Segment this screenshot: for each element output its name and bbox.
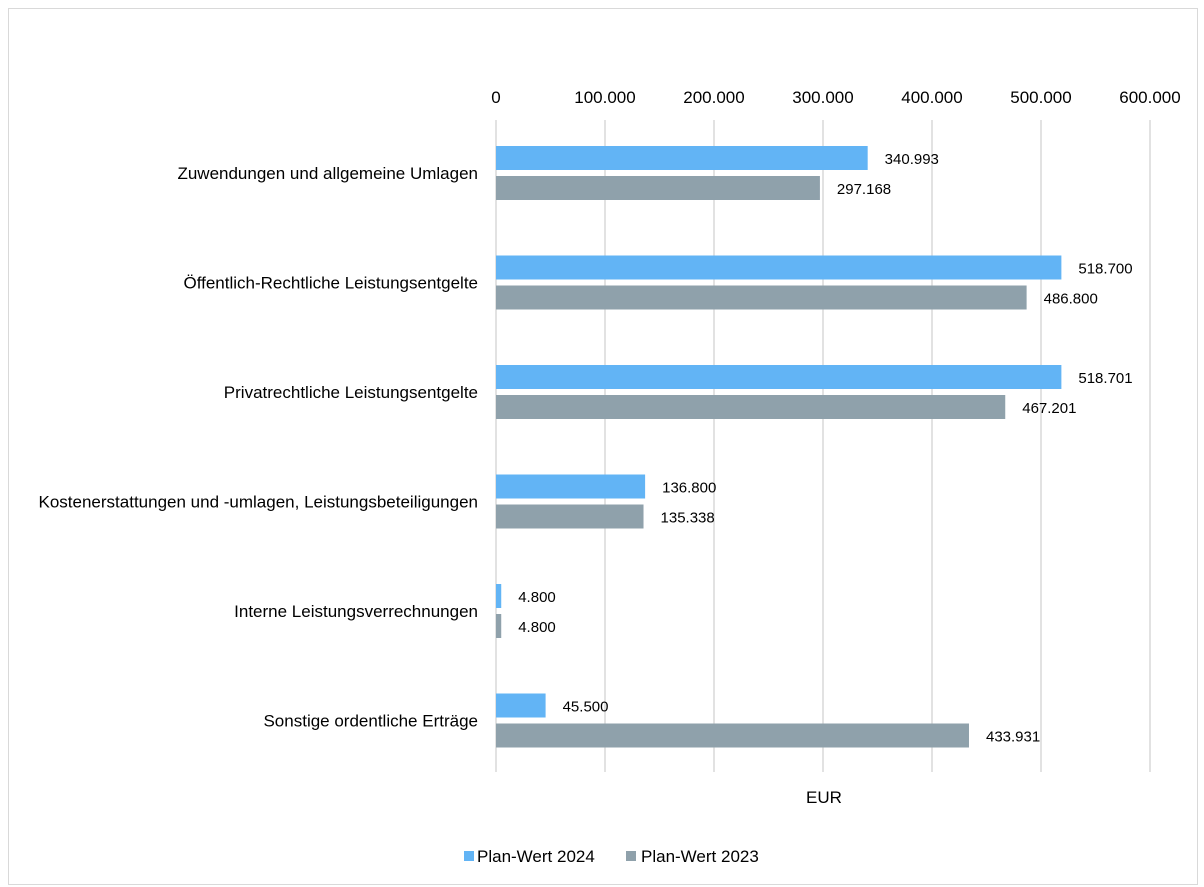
category-labels: Zuwendungen und allgemeine Umlagen Öffent… [39, 164, 479, 731]
x-tick-label: 500.000 [1010, 88, 1071, 107]
x-tick-label: 400.000 [901, 88, 962, 107]
data-label: 467.201 [1022, 400, 1076, 417]
gridlines [495, 120, 1151, 772]
data-label: 135.338 [661, 510, 715, 527]
category-label: Zuwendungen und allgemeine Umlagen [177, 164, 478, 183]
legend-swatch [464, 851, 474, 861]
category-label: Kostenerstattungen und -umlagen, Leistun… [39, 493, 479, 512]
x-tick-label: 300.000 [792, 88, 853, 107]
category-label: Privatrechtliche Leistungsentgelte [224, 383, 478, 402]
legend: Plan-Wert 2024 Plan-Wert 2023 [464, 847, 759, 866]
legend-swatch [626, 851, 636, 861]
bar [496, 614, 502, 638]
data-label: 340.993 [885, 151, 939, 168]
legend-label: Plan-Wert 2024 [477, 847, 595, 866]
bar [496, 255, 1062, 280]
bar [496, 395, 1006, 419]
x-tick-label: 600.000 [1119, 88, 1180, 107]
category-label: Interne Leistungsverrechnungen [234, 602, 478, 621]
bar [496, 723, 969, 748]
data-labels: 340.993 297.168 518.700 486.800 518.701467.2… [518, 151, 1132, 746]
data-label: 4.800 [518, 589, 556, 606]
data-label: 4.800 [518, 619, 556, 636]
data-label: 486.800 [1044, 291, 1098, 308]
data-label: 297.168 [837, 181, 891, 198]
data-label: 136.800 [662, 480, 716, 497]
bars [496, 146, 1062, 748]
bar [496, 285, 1027, 310]
x-tick-label: 200.000 [683, 88, 744, 107]
bar [496, 474, 646, 499]
x-tick-label: 0 [491, 88, 500, 107]
data-label: 45.500 [563, 699, 609, 716]
data-label: 518.700 [1078, 261, 1132, 278]
x-tick-label: 100.000 [574, 88, 635, 107]
x-axis-title: EUR [806, 788, 842, 807]
category-label: Sonstige ordentliche Erträge [263, 712, 478, 731]
bar [496, 146, 868, 170]
bar [496, 365, 1062, 389]
category-label: Öffentlich-Rechtliche Leistungsentgelte [183, 274, 478, 293]
bar [496, 584, 502, 608]
bar [496, 504, 644, 529]
x-axis-ticks: 0 100.000 200.000 300.000 400.000 500.000 600.… [491, 88, 1180, 107]
bar [496, 693, 546, 718]
bar [496, 176, 820, 200]
data-label: 433.931 [986, 729, 1040, 746]
legend-label: Plan-Wert 2023 [641, 847, 759, 866]
data-label: 518.701 [1078, 370, 1132, 387]
